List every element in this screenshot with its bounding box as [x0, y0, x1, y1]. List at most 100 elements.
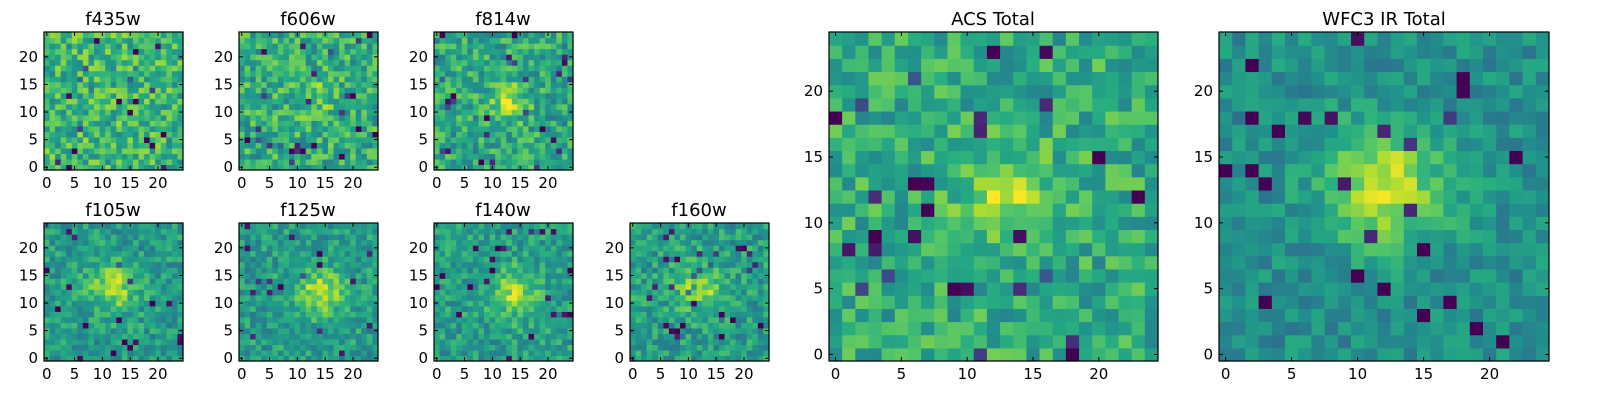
heatmap-cell — [239, 228, 246, 235]
heatmap-cell — [66, 120, 73, 127]
heatmap-cell — [327, 87, 335, 94]
heatmap-cell — [657, 289, 664, 296]
heatmap-cell — [239, 278, 246, 285]
heatmap-cell — [1131, 268, 1146, 283]
heatmap-cell — [1039, 308, 1054, 323]
heatmap-cell — [372, 294, 379, 301]
heatmap-cell — [250, 283, 257, 290]
heatmap-cell — [361, 65, 368, 72]
heatmap-cell — [272, 289, 279, 296]
heatmap-cell — [116, 70, 123, 77]
heatmap-cell — [49, 322, 56, 329]
heatmap-cell — [55, 305, 62, 312]
heatmap-cell — [534, 344, 541, 351]
heatmap-cell — [522, 103, 530, 110]
heatmap-cell — [361, 245, 368, 252]
heatmap-cell — [155, 349, 162, 357]
heatmap-cell — [77, 70, 84, 77]
heatmap-cell — [94, 65, 101, 72]
heatmap-cell — [55, 125, 62, 132]
heatmap-cell — [685, 245, 692, 252]
heatmap-cell — [244, 333, 251, 340]
heatmap-cell — [94, 142, 101, 149]
y-tick-label: 10 — [19, 103, 38, 121]
heatmap-cell — [350, 338, 357, 346]
heatmap-cell — [372, 32, 379, 39]
heatmap-cell — [160, 272, 167, 279]
heatmap-cell — [713, 316, 720, 323]
heatmap-cell — [724, 355, 731, 362]
heatmap-cell — [500, 32, 507, 39]
heatmap-cell — [517, 120, 524, 127]
heatmap-cell — [702, 278, 709, 285]
heatmap-cell — [539, 54, 546, 61]
heatmap-cell — [49, 87, 56, 94]
heatmap-cell — [327, 322, 335, 329]
heatmap-cell — [506, 316, 513, 323]
heatmap-cell — [434, 289, 441, 296]
heatmap-cell — [283, 355, 290, 362]
heatmap-cell — [550, 114, 557, 121]
heatmap-cell — [311, 355, 318, 362]
heatmap-cell — [88, 327, 95, 334]
heatmap-cell — [730, 228, 737, 235]
heatmap-cell — [105, 32, 112, 39]
heatmap-cell — [445, 92, 452, 99]
heatmap-cell — [484, 250, 491, 257]
heatmap-cell — [300, 43, 307, 50]
heatmap-cell — [894, 334, 909, 349]
heatmap-cell — [484, 147, 491, 155]
heatmap-cell — [311, 234, 318, 241]
heatmap-cell — [495, 59, 502, 66]
heatmap-cell — [550, 109, 557, 116]
heatmap-cell — [522, 81, 530, 88]
heatmap-cell — [355, 278, 362, 285]
heatmap-cell — [506, 87, 513, 94]
heatmap-cell — [522, 136, 530, 143]
heatmap-cell — [1065, 176, 1080, 191]
heatmap-cell — [735, 333, 742, 340]
heatmap-cell — [149, 338, 156, 346]
heatmap-cell — [707, 333, 714, 340]
heatmap-cell — [545, 283, 552, 290]
heatmap-cell — [724, 250, 731, 257]
heatmap-cell — [116, 294, 123, 301]
heatmap-cell — [894, 282, 909, 296]
heatmap-cell — [1144, 163, 1159, 178]
heatmap-cell — [166, 261, 173, 268]
heatmap-cell — [166, 147, 173, 155]
heatmap-cell — [630, 261, 637, 268]
heatmap-cell — [250, 136, 257, 143]
heatmap-cell — [545, 147, 552, 155]
y-tick-label: 10 — [605, 294, 624, 312]
heatmap-cell — [1118, 189, 1133, 204]
heatmap-cell — [445, 164, 452, 171]
heatmap-cell — [82, 267, 90, 274]
heatmap-cell — [934, 189, 949, 204]
heatmap-cell — [539, 305, 546, 312]
heatmap-cell — [545, 300, 552, 307]
heatmap-cell — [450, 261, 457, 268]
heatmap-cell — [166, 103, 173, 110]
heatmap-cell — [239, 120, 246, 127]
heatmap-cell — [668, 223, 676, 230]
heatmap-cell — [327, 158, 335, 166]
heatmap-cell — [657, 344, 664, 351]
heatmap-cell — [127, 245, 134, 252]
heatmap-cell — [138, 344, 145, 351]
heatmap-cell — [132, 147, 140, 155]
heatmap-cell — [500, 131, 507, 138]
heatmap-cell — [718, 311, 726, 318]
heatmap-cell — [724, 234, 731, 241]
heatmap-cell — [707, 349, 714, 357]
heatmap-cell — [545, 267, 552, 274]
heatmap-cell — [255, 59, 262, 66]
heatmap-cell — [450, 333, 457, 340]
heatmap-cell — [277, 87, 285, 94]
heatmap-cell — [55, 65, 62, 72]
heatmap-cell — [361, 37, 368, 44]
heatmap-cell — [500, 322, 507, 329]
heatmap-cell — [495, 283, 502, 290]
heatmap-cell — [344, 70, 351, 77]
heatmap-cell — [105, 256, 112, 263]
